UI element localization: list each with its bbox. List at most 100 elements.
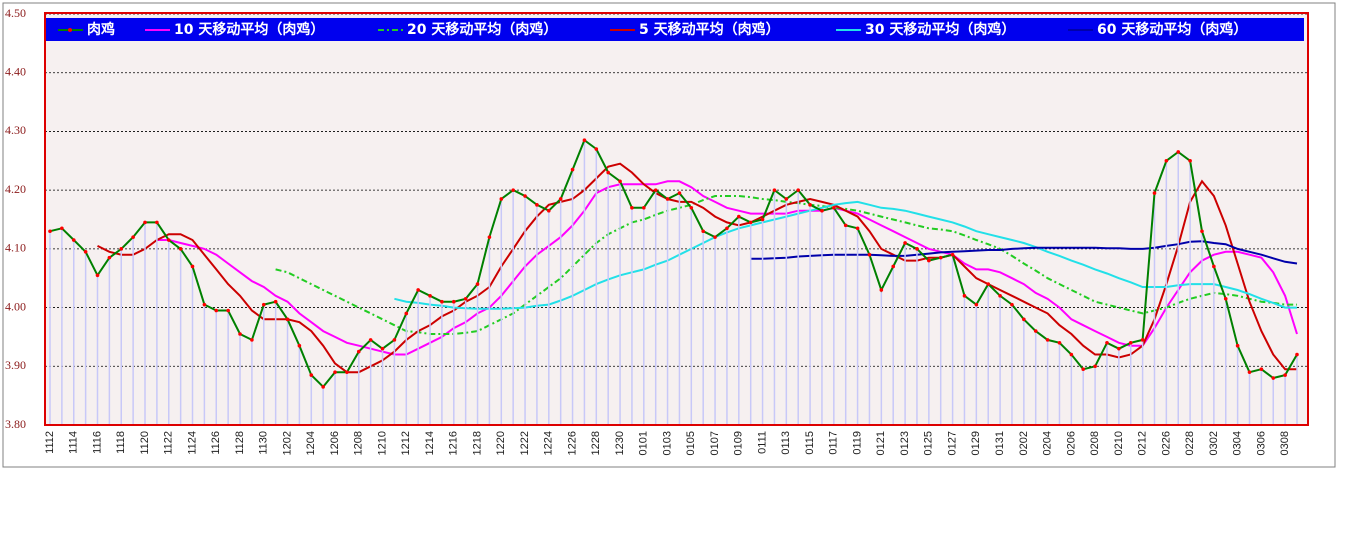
point — [356, 349, 361, 354]
point — [107, 255, 112, 260]
marks — [48, 138, 1299, 425]
x-tick-label: 1202 — [281, 431, 293, 455]
point — [273, 299, 278, 304]
x-tick-label: 0101 — [638, 431, 650, 455]
point — [689, 205, 694, 210]
point — [178, 247, 183, 251]
x-tick-label: 0129 — [970, 431, 982, 455]
point — [451, 299, 456, 304]
point — [582, 138, 587, 143]
point — [261, 302, 266, 307]
legend-label: 5 天移动平均（肉鸡） — [639, 21, 780, 38]
x-tick-label: 1124 — [186, 431, 198, 455]
point — [1069, 352, 1074, 357]
point — [404, 311, 409, 316]
point — [760, 217, 765, 222]
x-tick-label: 1230 — [614, 431, 626, 455]
y-tick-label: 4.20 — [5, 182, 26, 196]
point — [475, 282, 480, 286]
x-tick-label: 0306 — [1255, 431, 1267, 455]
point — [60, 226, 64, 231]
point — [665, 197, 670, 201]
point — [950, 252, 955, 257]
point — [487, 235, 492, 239]
x-tick-label: 1112 — [44, 431, 56, 454]
x-tick-label: 1226 — [566, 431, 578, 455]
point — [166, 238, 171, 242]
x-tick-label: 1216 — [448, 431, 460, 455]
x-tick-label: 1210 — [376, 431, 388, 455]
point — [1223, 296, 1228, 301]
x-tick-label: 1118 — [115, 431, 127, 454]
point — [190, 264, 195, 269]
x-tick-label: 0109 — [733, 431, 745, 455]
point — [95, 273, 100, 278]
y-tick-label: 4.50 — [5, 6, 26, 20]
point — [143, 220, 147, 225]
point — [1271, 376, 1276, 380]
legend-label: 20 天移动平均（肉鸡） — [407, 21, 557, 38]
x-tick-label: 0204 — [1042, 431, 1054, 455]
x-tick-label: 0123 — [899, 431, 911, 455]
x-tick-label: 1116 — [91, 431, 103, 454]
legend-label: 10 天移动平均（肉鸡） — [174, 21, 324, 38]
point — [820, 208, 824, 213]
x-tick-label: 1222 — [519, 431, 531, 455]
point — [309, 373, 314, 377]
point — [903, 241, 907, 245]
x-tick-label: 0127 — [946, 431, 958, 455]
point — [962, 294, 967, 298]
point — [808, 203, 812, 207]
point — [285, 317, 290, 322]
point — [440, 299, 444, 304]
point — [1247, 370, 1252, 374]
point — [297, 343, 302, 348]
point — [653, 188, 658, 192]
x-tick-label: 0208 — [1089, 431, 1101, 455]
x-tick-label: 1130 — [258, 431, 270, 455]
point — [879, 288, 884, 292]
point — [1057, 341, 1062, 345]
point — [832, 205, 836, 210]
x-tick-label: 0117 — [828, 431, 840, 455]
series-line — [97, 162, 1297, 374]
x-tick-label: 1224 — [543, 431, 555, 455]
x-tick-label: 0125 — [923, 431, 935, 455]
point — [630, 205, 634, 210]
point — [938, 255, 943, 260]
point — [796, 188, 800, 192]
x-tick-label: 0121 — [875, 431, 887, 455]
point — [1140, 338, 1145, 342]
point — [927, 258, 931, 263]
x-tick-label: 0212 — [1137, 431, 1149, 455]
y-tick-label: 3.80 — [5, 417, 26, 431]
point — [1152, 191, 1157, 195]
point — [1022, 317, 1026, 322]
legend-label: 30 天移动平均（肉鸡） — [865, 21, 1015, 38]
point — [535, 203, 539, 207]
point — [594, 147, 599, 151]
x-tick-label: 0302 — [1208, 431, 1220, 455]
y-tick-label: 4.40 — [5, 64, 26, 78]
y-tick-label: 3.90 — [5, 358, 26, 372]
y-tick-label: 4.30 — [5, 123, 26, 137]
point — [392, 338, 397, 342]
point — [1212, 264, 1216, 269]
x-tick-label: 0131 — [994, 431, 1006, 455]
point — [83, 249, 88, 254]
x-tick-label: 1114 — [68, 431, 80, 454]
point — [1045, 338, 1050, 342]
point — [523, 194, 527, 198]
point — [1117, 346, 1121, 351]
point — [713, 235, 717, 239]
point — [1093, 364, 1097, 369]
point — [547, 208, 551, 213]
plot-border — [44, 12, 1309, 426]
point — [1081, 367, 1086, 372]
point — [1188, 158, 1192, 163]
point — [618, 179, 622, 184]
point — [214, 308, 219, 313]
point — [891, 264, 896, 269]
x-tick-label: 1120 — [139, 431, 151, 455]
